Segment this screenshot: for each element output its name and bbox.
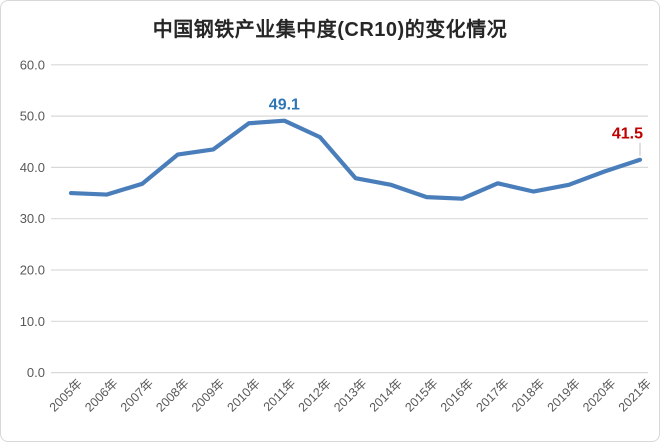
- y-axis-tick-label: 60.0: [20, 57, 45, 72]
- x-axis-tick-label: 2008年: [153, 376, 191, 414]
- x-axis-tick-label: 2019年: [545, 376, 583, 414]
- x-axis-tick-label: 2017年: [473, 376, 511, 414]
- chart-title: 中国钢铁产业集中度(CR10)的变化情况: [152, 19, 508, 41]
- y-axis-tick-label: 30.0: [20, 211, 45, 226]
- x-axis-tick-label: 2014年: [367, 376, 405, 414]
- data-line: [68, 118, 643, 201]
- x-axis-tick-label: 2015年: [402, 376, 440, 414]
- y-axis-tick-label: 20.0: [20, 263, 45, 278]
- x-axis-tick-label: 2013年: [331, 376, 369, 414]
- x-axis-tick-label: 2007年: [118, 376, 156, 414]
- x-axis-tick-label: 2011年: [261, 376, 299, 414]
- x-axis-tick-label: 2006年: [82, 376, 120, 414]
- x-axis-tick-label: 2020年: [580, 376, 618, 414]
- x-axis-tick-label: 2005年: [47, 376, 85, 414]
- y-axis-tick-label: 10.0: [20, 314, 45, 329]
- data-point-label: 41.5: [612, 126, 643, 143]
- x-axis-tick-label: 2018年: [509, 376, 547, 414]
- x-axis-tick-label: 2021年: [616, 376, 654, 414]
- data-point-label: 49.1: [269, 97, 300, 114]
- x-axis-tick-label: 2010年: [225, 376, 263, 414]
- y-axis-tick-label: 50.0: [20, 109, 45, 124]
- x-axis-tick-label: 2012年: [296, 376, 334, 414]
- y-axis-tick-label: 0.0: [27, 365, 45, 380]
- x-axis-tick-label: 2016年: [438, 376, 476, 414]
- x-axis-tick-label: 2009年: [189, 376, 227, 414]
- y-axis-tick-label: 40.0: [20, 160, 45, 175]
